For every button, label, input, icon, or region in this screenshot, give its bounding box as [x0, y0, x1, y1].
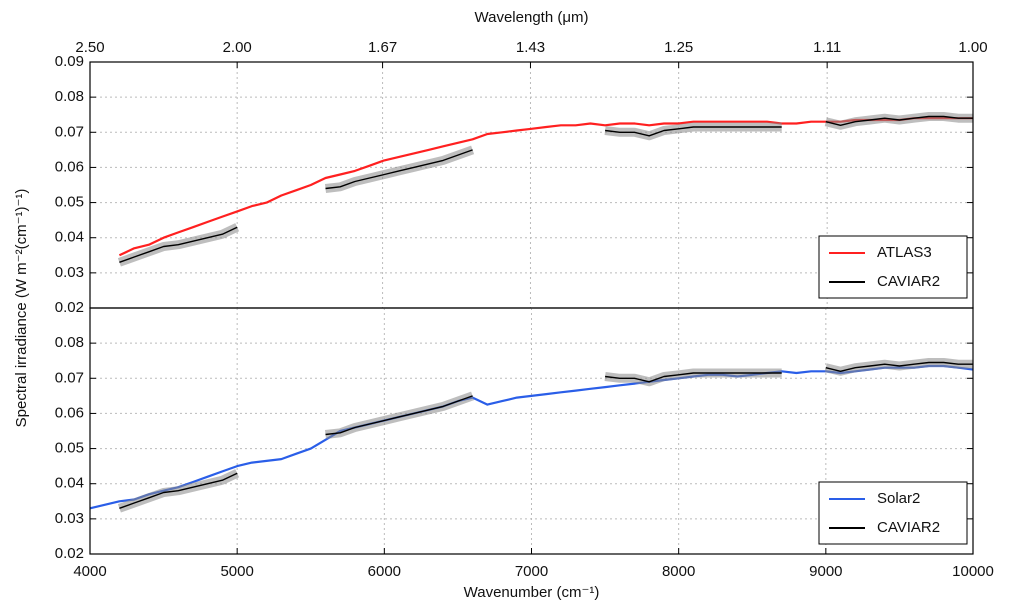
x-tick-label: 9000 — [809, 563, 842, 580]
x2-tick-label: 1.67 — [368, 39, 397, 56]
y-tick-label: 0.07 — [55, 369, 84, 386]
y-tick-label: 0.05 — [55, 194, 84, 211]
y-tick-label: 0.02 — [55, 545, 84, 562]
y-tick-label: 0.03 — [55, 510, 84, 527]
y-tick-label: 0.04 — [55, 475, 84, 492]
y-tick-label: 0.06 — [55, 158, 84, 175]
line — [119, 115, 973, 263]
y-tick-label: 0.04 — [55, 229, 84, 246]
x-tick-label: 7000 — [515, 563, 548, 580]
x2-tick-label: 2.50 — [75, 39, 104, 56]
x-tick-label: 8000 — [662, 563, 695, 580]
legend-label: CAVIAR2 — [877, 273, 940, 290]
y-axis-title: Spectral irradiance (W m⁻²(cm⁻¹)⁻¹) — [13, 189, 30, 428]
x-tick-label: 5000 — [220, 563, 253, 580]
legend-label: CAVIAR2 — [877, 519, 940, 536]
x2-tick-label: 1.00 — [958, 39, 987, 56]
x2-axis-title: Wavelength (μm) — [475, 9, 589, 26]
y-tick-label: 0.09 — [55, 53, 84, 70]
x2-tick-label: 1.25 — [664, 39, 693, 56]
x2-tick-label: 2.00 — [223, 39, 252, 56]
y-tick-label: 0.03 — [55, 264, 84, 281]
line — [119, 361, 973, 509]
legend-label: Solar2 — [877, 490, 920, 507]
line — [118, 117, 973, 257]
legend-box — [818, 481, 968, 545]
x-axis-title: Wavenumber (cm⁻¹) — [464, 584, 600, 601]
x-tick-label: 4000 — [73, 563, 106, 580]
legend-box — [818, 235, 968, 299]
y-tick-label: 0.02 — [55, 299, 84, 316]
y-tick-label: 0.08 — [55, 334, 84, 351]
plot-frame — [89, 307, 974, 555]
legend-label: ATLAS3 — [877, 244, 932, 261]
x2-tick-label: 1.11 — [813, 39, 841, 56]
x-tick-label: 6000 — [368, 563, 401, 580]
y-tick-label: 0.06 — [55, 404, 84, 421]
y-tick-label: 0.07 — [55, 123, 84, 140]
x-tick-label: 10000 — [952, 563, 994, 580]
x2-tick-label: 1.43 — [516, 39, 545, 56]
y-tick-label: 0.08 — [55, 88, 84, 105]
y-tick-label: 0.05 — [55, 440, 84, 457]
